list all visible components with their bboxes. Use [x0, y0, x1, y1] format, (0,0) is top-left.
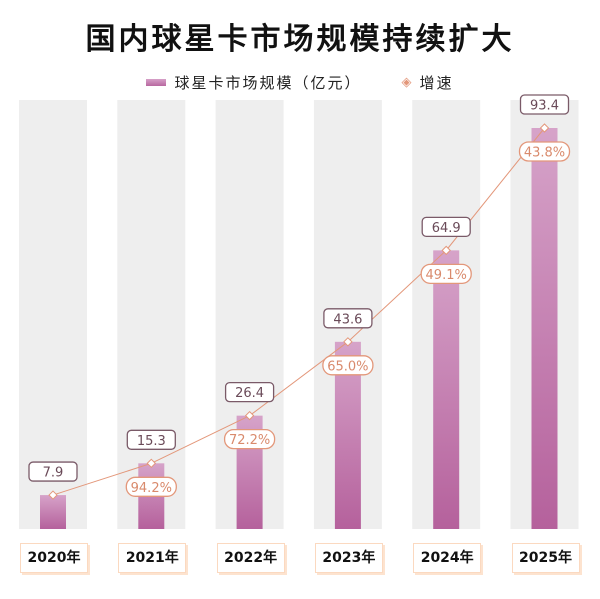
legend-diamond-icon: ◈: [401, 75, 414, 90]
growth-point: [343, 337, 353, 347]
x-tick-label: 2024年: [413, 543, 482, 573]
growth-label: 43.8%: [524, 146, 565, 161]
column-background: [117, 100, 186, 529]
growth-label: 49.1%: [426, 268, 467, 283]
value-label-box: [28, 461, 78, 482]
bar: [531, 128, 558, 529]
growth-label-box: [420, 263, 472, 285]
x-tick-label: 2020年: [20, 543, 88, 573]
growth-label-box: [518, 141, 571, 162]
value-label: 64.9: [432, 221, 461, 236]
legend-line-label: 增速: [419, 74, 454, 92]
growth-label-box: [125, 476, 177, 497]
growth-label: 72.2%: [229, 433, 270, 448]
growth-point: [48, 490, 58, 500]
x-tick-label: 2023年: [314, 543, 383, 573]
value-label-box: [519, 94, 570, 115]
bar: [40, 495, 66, 529]
legend: 球星卡市场规模（亿元） ◈ 增速: [0, 72, 600, 93]
growth-label-box: [322, 355, 374, 376]
growth-label-box: [223, 429, 276, 450]
growth-label: 94.2%: [131, 481, 172, 496]
value-label-box: [126, 429, 176, 450]
x-tick-label: 2022年: [216, 543, 285, 573]
value-label: 43.6: [333, 312, 362, 327]
growth-label: 65.0%: [327, 359, 368, 374]
column-background: [19, 100, 87, 529]
growth-point: [146, 458, 157, 469]
growth-point: [244, 410, 255, 421]
legend-bar-swatch: [146, 79, 167, 86]
value-label: 15.3: [137, 434, 166, 449]
bar: [433, 250, 460, 529]
value-label-box: [421, 216, 471, 238]
value-label: 26.4: [235, 386, 264, 401]
value-label: 93.4: [530, 99, 559, 114]
x-tick-label: 2025年: [511, 543, 580, 573]
value-label-box: [224, 382, 275, 403]
growth-point: [539, 123, 550, 133]
value-label: 7.9: [43, 466, 64, 481]
legend-bar-label: 球星卡市场规模（亿元）: [174, 74, 362, 92]
growth-point: [441, 245, 451, 256]
chart-title: 国内球星卡市场规模持续扩大: [85, 22, 515, 57]
x-tick-label: 2021年: [118, 543, 187, 573]
value-label-box: [323, 308, 373, 329]
